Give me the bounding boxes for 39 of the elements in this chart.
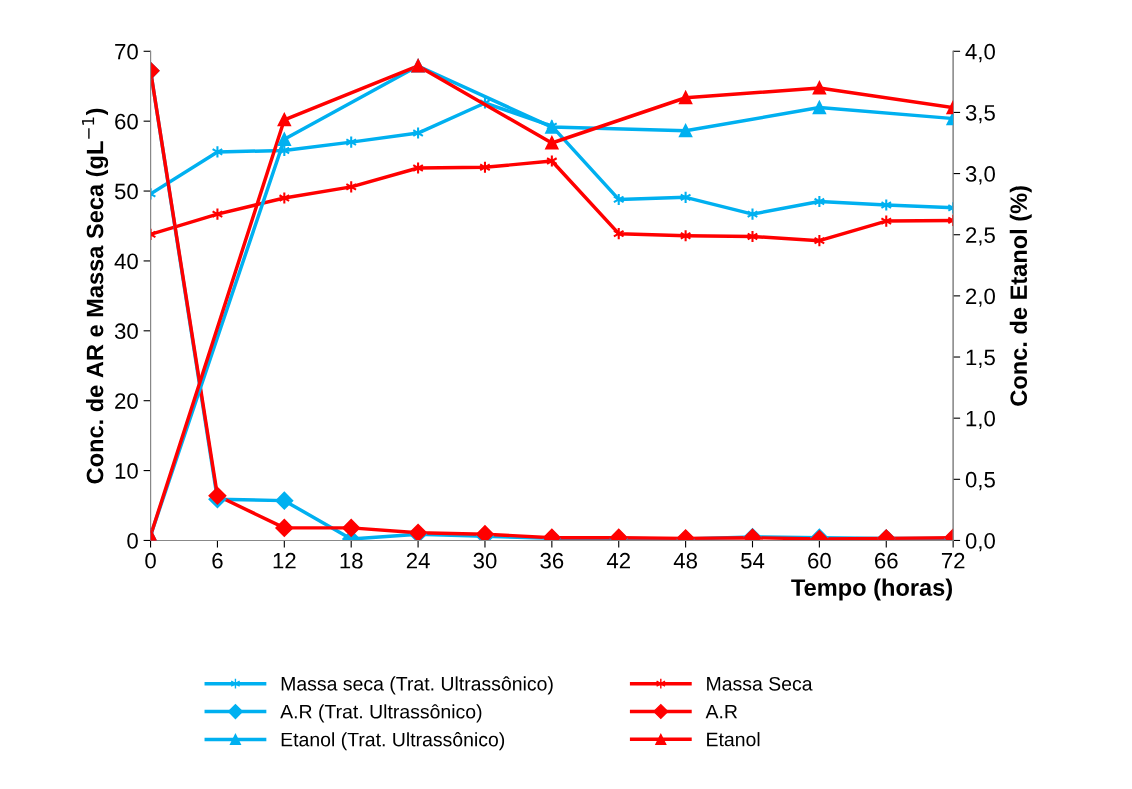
y-tick-label: 20 [115,393,138,409]
legend-label: A.R [705,704,738,719]
x-tick-label: 48 [673,552,698,569]
x-tick-label: 24 [406,552,430,569]
x-tick-label: 36 [540,552,564,569]
y2-axis-title: Conc. de Etanol (%) [1009,186,1032,406]
legend-label: A.R (Trat. Ultrassônico) [280,704,482,723]
y-axis-title: Conc. de AR e Massa Seca (gL$^{−1}$) [82,108,109,484]
x-tick-label: 54 [741,553,765,569]
y-tick-label: 60 [115,113,138,130]
y2-tick-label: 3,5 [965,104,995,124]
y2-tick-label: 0,5 [965,471,995,491]
y2-tick-label: 4,0 [965,43,995,63]
x-tick-label: 30 [473,552,497,569]
y2-tick-label: 3,0 [965,166,995,185]
x-tick-label: 72 [941,552,965,569]
y-tick-label: 10 [115,463,138,479]
x-tick-label: 66 [875,552,898,569]
y-tick-label: 70 [115,43,138,60]
x-tick-label: 42 [606,552,630,569]
y-tick-label: 0 [127,533,138,549]
x-tick-label: 0 [145,552,156,569]
x-tick-label: 6 [212,552,223,569]
y2-tick-label: 1,0 [966,410,995,430]
y-tick-label: 50 [114,183,138,200]
y2-tick-label: 2,5 [966,227,995,246]
y-tick-label: 40 [114,253,138,270]
x-tick-label: 18 [340,552,363,569]
x-tick-label: 60 [808,552,831,569]
legend-label: Etanol [707,732,760,747]
legend-label: Massa Seca [707,676,813,691]
y2-tick-label: 1,5 [966,349,995,368]
y2-tick-label: 2,0 [966,288,995,307]
legend-label: Etanol (Trat. Ultrassônico) [281,732,505,751]
legend-label: Massa seca (Trat. Ultrassônico) [281,676,553,695]
y-tick-label: 30 [114,323,138,340]
y2-tick-label: 0,0 [965,533,995,552]
x-tick-label: 12 [273,552,296,569]
x-axis-title: Tempo (horas) [791,578,952,601]
